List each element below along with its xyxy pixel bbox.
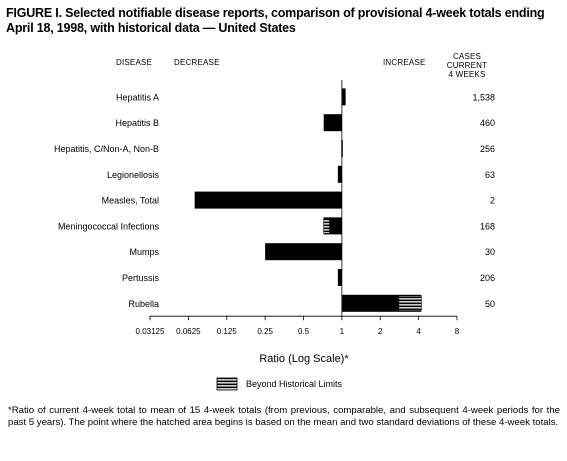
case-count: 63 (485, 170, 495, 180)
category-label: Rubella (128, 299, 159, 309)
bar (337, 165, 342, 183)
increase-header: INCREASE (383, 58, 426, 67)
x-tick-label: 4 (416, 327, 421, 336)
cases-header-line1: CASES CURRENT (446, 52, 488, 70)
disease-column-header: DISEASE (116, 58, 153, 67)
figure-title: FIGURE I. Selected notifiable disease re… (6, 6, 545, 35)
category-label: Hepatitis, C/Non-A, Non-B (54, 144, 159, 154)
category-label: Hepatitis A (116, 92, 159, 102)
legend-hatch-swatch (216, 377, 238, 391)
x-tick-label: 0.125 (217, 327, 238, 336)
case-count: 50 (485, 299, 495, 309)
beyond-limits-hatch (323, 218, 330, 234)
category-label: Hepatitis B (115, 118, 159, 128)
x-tick-label: 1 (340, 327, 345, 336)
case-count: 206 (480, 273, 495, 283)
footnote: *Ratio of current 4-week total to mean o… (8, 405, 560, 428)
category-label: Mumps (129, 247, 159, 257)
case-count: 256 (480, 144, 495, 154)
category-label: Pertussis (122, 273, 160, 283)
x-tick-label: 2 (378, 327, 383, 336)
x-axis-label: Ratio (Log Scale)* (259, 353, 349, 365)
legend-label: Beyond Historical Limits (246, 379, 343, 389)
bar (341, 88, 346, 106)
case-count: 2 (490, 196, 495, 206)
bar (337, 269, 342, 286)
x-tick-label: 0.03125 (136, 327, 165, 336)
x-tick-label: 0.25 (257, 327, 273, 336)
cases-header-line2: 4 WEEKS (448, 70, 486, 79)
x-axis: 0.03125 0.0625 0.125 0.25 0.5 1 2 4 8 (136, 80, 460, 336)
bar (323, 114, 342, 132)
case-count: 1,538 (472, 92, 495, 102)
cases-current-header: CASES CURRENT 4 WEEKS (436, 52, 498, 79)
labels-layer: Hepatitis A 1,538 Hepatitis B 460 Hepatitis,… (54, 92, 495, 308)
x-tick-label: 0.5 (298, 327, 310, 336)
beyond-limits-hatch (398, 295, 422, 312)
decrease-header: DECREASE (174, 58, 220, 67)
bars-layer (194, 88, 422, 312)
bar (265, 243, 342, 261)
case-count: 30 (485, 247, 495, 257)
legend: Beyond Historical Limits (216, 377, 343, 391)
x-tick-label: 8 (455, 327, 460, 336)
x-tick-label: 0.0625 (176, 327, 201, 336)
category-label: Measles, Total (102, 196, 159, 206)
case-count: 168 (480, 221, 495, 231)
category-label: Legionellosis (107, 170, 160, 180)
category-label: Meningococcal Infections (58, 221, 160, 231)
bar (194, 191, 342, 209)
case-count: 460 (480, 118, 495, 128)
